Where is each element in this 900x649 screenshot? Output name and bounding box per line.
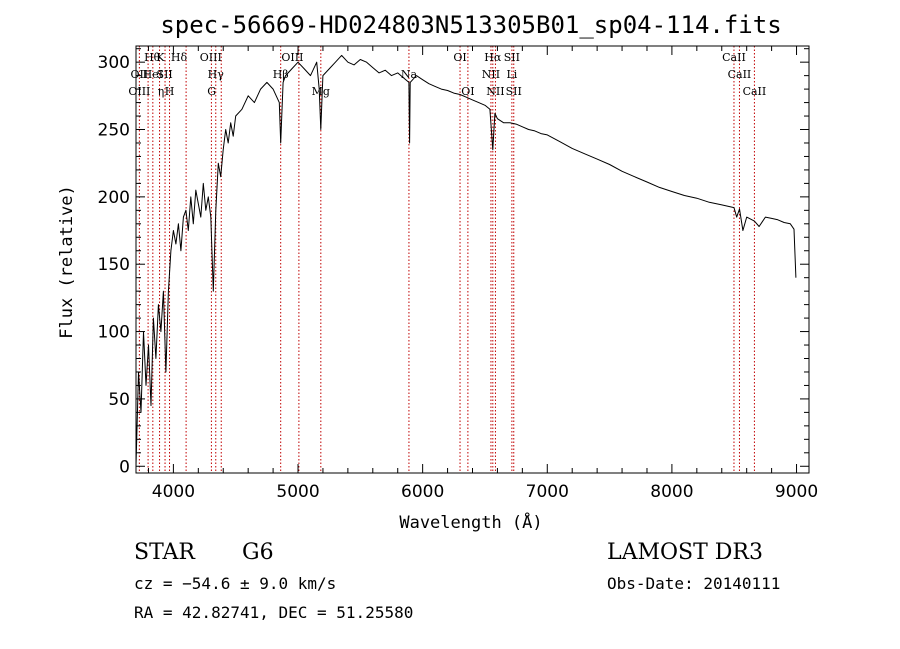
line-label-6: Hα (484, 51, 502, 64)
line-label-23: OI (461, 85, 474, 98)
observation-date: Obs-Date: 20140111 (607, 574, 781, 593)
line-label-9: OII (131, 68, 149, 81)
line-label-3: OIII (200, 51, 222, 64)
y-tick-label-4: 200 (98, 188, 130, 208)
y-tick-label-0: 0 (119, 457, 130, 477)
line-label-19: η (158, 85, 165, 98)
line-label-16: Li (506, 68, 517, 81)
plot-frame (135, 45, 810, 474)
line-label-5: OI (453, 51, 466, 64)
chart-title: spec-56669-HD024803N513305B01_sp04-114.f… (160, 11, 781, 39)
y-axis-label: Flux (relative) (57, 185, 77, 339)
y-tick-label-1: 50 (108, 390, 130, 410)
line-label-15: NII (482, 68, 500, 81)
survey-name: LAMOST DR3 (607, 540, 763, 565)
line-label-17: CaII (728, 68, 752, 81)
line-label-26: CaII (743, 85, 767, 98)
line-label-8: CaII (722, 51, 746, 64)
x-tick-label-2: 6000 (401, 482, 444, 502)
line-label-10: HeI (143, 68, 163, 81)
redshift-value: cz = −54.6 ± 9.0 km/s (134, 574, 337, 593)
line-label-4: OIII (281, 51, 303, 64)
y-tick-label-6: 300 (98, 53, 130, 73)
line-label-22: Mg (312, 85, 330, 98)
line-label-18: OIII (128, 85, 150, 98)
object-type: STAR (134, 540, 195, 565)
x-tick-label-1: 5000 (276, 482, 319, 502)
flux-series (135, 54, 797, 467)
series-line-flux (135, 54, 797, 467)
spectral-subclass: G6 (242, 540, 274, 565)
line-label-25: SII (506, 85, 522, 98)
x-tick-label-0: 4000 (152, 482, 195, 502)
x-axis-label: Wavelength (Å) (399, 511, 542, 533)
line-label-24: NII (486, 85, 504, 98)
line-label-21: G (207, 85, 216, 98)
line-label-2: Hδ (171, 51, 188, 64)
line-label-0: Hθ (144, 51, 161, 64)
x-tick-label-4: 8000 (650, 482, 693, 502)
line-label-14: Na (401, 68, 418, 81)
axis-ticks: 4000 5000 6000 7000 8000 9000 0 50 100 150 200 250 3… (98, 46, 818, 502)
emission-line-markers (138, 46, 755, 473)
x-tick-label-5: 9000 (775, 482, 818, 502)
y-tick-label-2: 100 (98, 323, 130, 343)
sky-coordinates: RA = 42.82741, DEC = 51.25580 (134, 603, 414, 622)
line-label-12: Hγ (208, 68, 225, 81)
line-label-20: H (165, 85, 175, 98)
y-tick-label-5: 250 (98, 121, 130, 141)
line-label-7: SII (504, 51, 520, 64)
y-tick-label-3: 150 (98, 255, 130, 275)
line-label-11: SII (157, 68, 173, 81)
x-tick-label-3: 7000 (526, 482, 569, 502)
line-label-1: K (156, 51, 165, 64)
line-label-13: Hβ (273, 68, 289, 81)
